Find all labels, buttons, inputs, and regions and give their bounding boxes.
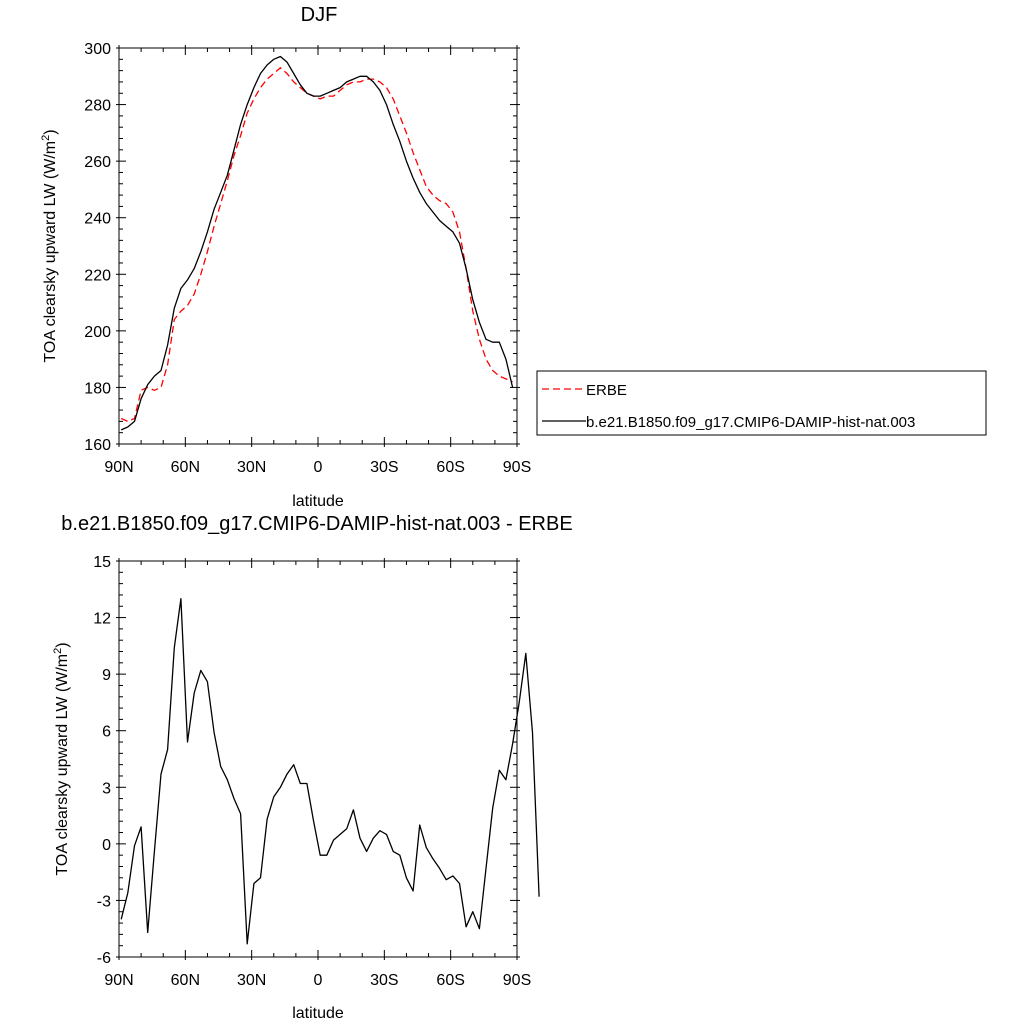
y-tick-label: 160 xyxy=(84,437,111,454)
x-tick-label: 60N xyxy=(171,459,200,476)
bottom-chart-frame xyxy=(118,560,518,958)
top-chart: DJF 90N 60N 30N 0 30S 60S 90S 160 180 200 220 240 26… xyxy=(40,4,531,510)
top-chart-frame xyxy=(118,47,518,445)
y-tick-label: 6 xyxy=(102,724,111,741)
top-chart-y-axis-label-main: TOA clearsky upward LW (W/m xyxy=(42,141,59,363)
x-tick-label: 90N xyxy=(104,459,133,476)
top-chart-y-axis-label: TOA clearsky upward LW (W/m2) xyxy=(40,129,59,362)
bottom-chart-y-axis-label-suffix: ) xyxy=(54,642,71,647)
top-chart-y-axis-label-superscript: 2 xyxy=(40,135,52,141)
x-tick-label: 30N xyxy=(237,459,266,476)
bottom-chart-y-axis-label-superscript: 2 xyxy=(52,648,64,654)
x-tick-label: 30N xyxy=(237,972,266,989)
y-tick-label: 180 xyxy=(84,380,111,397)
y-tick-label: -6 xyxy=(97,950,111,967)
bottom-chart-tick-labels: 90N 60N 30N 0 30S 60S 90S -6 -3 0 3 6 9 12 15 xyxy=(93,554,531,989)
legend-label-erbe: ERBE xyxy=(586,382,627,399)
bottom-chart-y-axis-label-main: TOA clearsky upward LW (W/m xyxy=(54,654,71,876)
bottom-chart-ticks xyxy=(116,558,520,960)
top-chart-title: DJF xyxy=(301,4,338,26)
bottom-chart: b.e21.B1850.f09_g17.CMIP6-DAMIP-hist-nat… xyxy=(52,513,573,1022)
bottom-chart-x-axis-label: latitude xyxy=(292,1005,344,1022)
x-tick-label: 30S xyxy=(370,972,398,989)
top-chart-series-line-1 xyxy=(120,55,514,431)
top-chart-ticks xyxy=(116,45,520,447)
x-tick-label: 90N xyxy=(104,972,133,989)
x-tick-label: 90S xyxy=(503,972,531,989)
x-tick-label: 90S xyxy=(503,459,531,476)
top-chart-tick-labels: 90N 60N 30N 0 30S 60S 90S 160 180 200 220 240 260 280… xyxy=(84,41,531,476)
y-tick-label: 12 xyxy=(93,611,111,628)
bottom-chart-title: b.e21.B1850.f09_g17.CMIP6-DAMIP-hist-nat… xyxy=(61,513,572,535)
legend: ERBE b.e21.B1850.f09_g17.CMIP6-DAMIP-his… xyxy=(536,370,987,436)
x-tick-label: 0 xyxy=(314,972,323,989)
top-chart-y-axis-label-suffix: ) xyxy=(42,129,59,134)
y-tick-label: 260 xyxy=(84,154,111,171)
x-tick-label: 30S xyxy=(370,459,398,476)
bottom-chart-series-line-0 xyxy=(120,598,540,945)
bottom-chart-y-axis-label: TOA clearsky upward LW (W/m2) xyxy=(52,642,71,875)
top-chart-series xyxy=(120,55,514,431)
bottom-chart-series xyxy=(120,598,540,945)
x-tick-label: 60N xyxy=(171,972,200,989)
y-tick-label: 0 xyxy=(102,837,111,854)
top-chart-x-axis-label: latitude xyxy=(292,493,344,510)
y-tick-label: 280 xyxy=(84,98,111,115)
x-tick-label: 60S xyxy=(436,459,464,476)
x-tick-label: 0 xyxy=(314,459,323,476)
y-tick-label: 300 xyxy=(84,41,111,58)
y-tick-label: 200 xyxy=(84,324,111,341)
legend-label-model: b.e21.B1850.f09_g17.CMIP6-DAMIP-hist-nat… xyxy=(586,414,915,431)
y-tick-label: -3 xyxy=(97,893,111,910)
legend-box xyxy=(536,370,987,436)
y-tick-label: 15 xyxy=(93,554,111,571)
y-tick-label: 3 xyxy=(102,780,111,797)
x-tick-label: 60S xyxy=(436,972,464,989)
y-tick-label: 240 xyxy=(84,211,111,228)
top-chart-series-line-0 xyxy=(120,67,513,423)
y-tick-label: 220 xyxy=(84,267,111,284)
y-tick-label: 9 xyxy=(102,667,111,684)
